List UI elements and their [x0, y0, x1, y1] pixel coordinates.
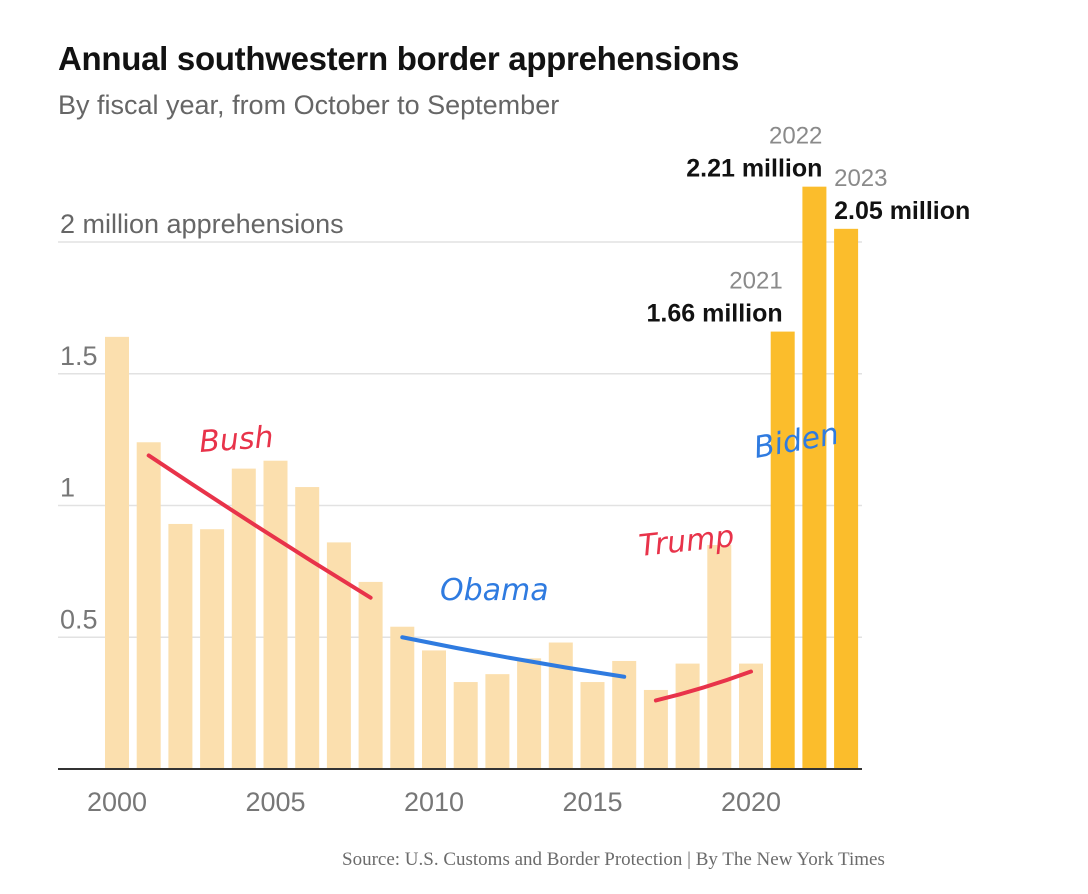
x-tick-label: 2015	[562, 787, 622, 817]
bar-value-label: 2.21 million	[686, 155, 822, 183]
bar-2021	[770, 331, 795, 769]
trend-line-bush	[146, 453, 373, 600]
annotation-obama: Obama	[440, 573, 549, 608]
bar-2012	[485, 674, 510, 769]
source-note: Source: U.S. Customs and Border Protecti…	[342, 849, 885, 870]
annotation-biden: Biden	[751, 417, 841, 466]
bar-value-label: 2.05 million	[834, 197, 970, 225]
bar-2001	[136, 442, 161, 769]
bar-2015	[580, 682, 605, 769]
bar-2002	[168, 523, 193, 769]
x-tick-label: 2020	[721, 787, 781, 817]
bar-2009	[390, 626, 415, 769]
y-tick-label: 1	[60, 473, 75, 503]
bar-2003	[200, 529, 225, 769]
x-tick-label: 2000	[87, 787, 147, 817]
y-tick-label: 1.5	[60, 341, 98, 371]
gridlines: 0.5 1 1.5 2 million apprehensions	[58, 209, 862, 638]
annotation-bush: Bush	[198, 420, 275, 460]
bar-2014	[548, 642, 573, 769]
y-tick-label: 0.5	[60, 604, 98, 634]
bar-2010	[422, 650, 446, 769]
chart-title: Annual southwestern border apprehensions	[58, 40, 740, 77]
x-tick-label: 2005	[245, 787, 305, 817]
bar-year-label: 2023	[834, 165, 887, 192]
bar-2018	[675, 663, 700, 769]
bar-value-label: 1.66 million	[647, 300, 783, 328]
axes: 2000 2005 2010 2015 2020	[58, 768, 862, 817]
bar-2008	[358, 581, 383, 769]
bar-2022	[802, 186, 827, 770]
bars	[105, 186, 859, 770]
bar-2023	[834, 228, 859, 769]
bar-2016	[612, 660, 637, 769]
trend-line-trump	[653, 669, 753, 703]
bar-2006	[295, 487, 320, 769]
bar-2011	[453, 682, 478, 769]
bar-year-label: 2021	[729, 268, 782, 295]
bar-2017	[643, 689, 668, 769]
x-tick-label: 2010	[404, 787, 464, 817]
bar-value-labels: 2021 1.66 million 2022 2.21 million 2023 2.05…	[647, 123, 971, 328]
y-tick-label: 2 million apprehensions	[60, 209, 344, 239]
bar-2000	[105, 336, 129, 769]
trend-line-obama	[400, 635, 627, 679]
bar-2013	[517, 658, 542, 769]
bar-2019	[707, 545, 732, 769]
chart-subtitle: By fiscal year, from October to Septembe…	[58, 90, 560, 120]
bar-2005	[263, 460, 288, 769]
bar-2020	[739, 663, 763, 769]
bar-year-label: 2022	[769, 123, 822, 150]
